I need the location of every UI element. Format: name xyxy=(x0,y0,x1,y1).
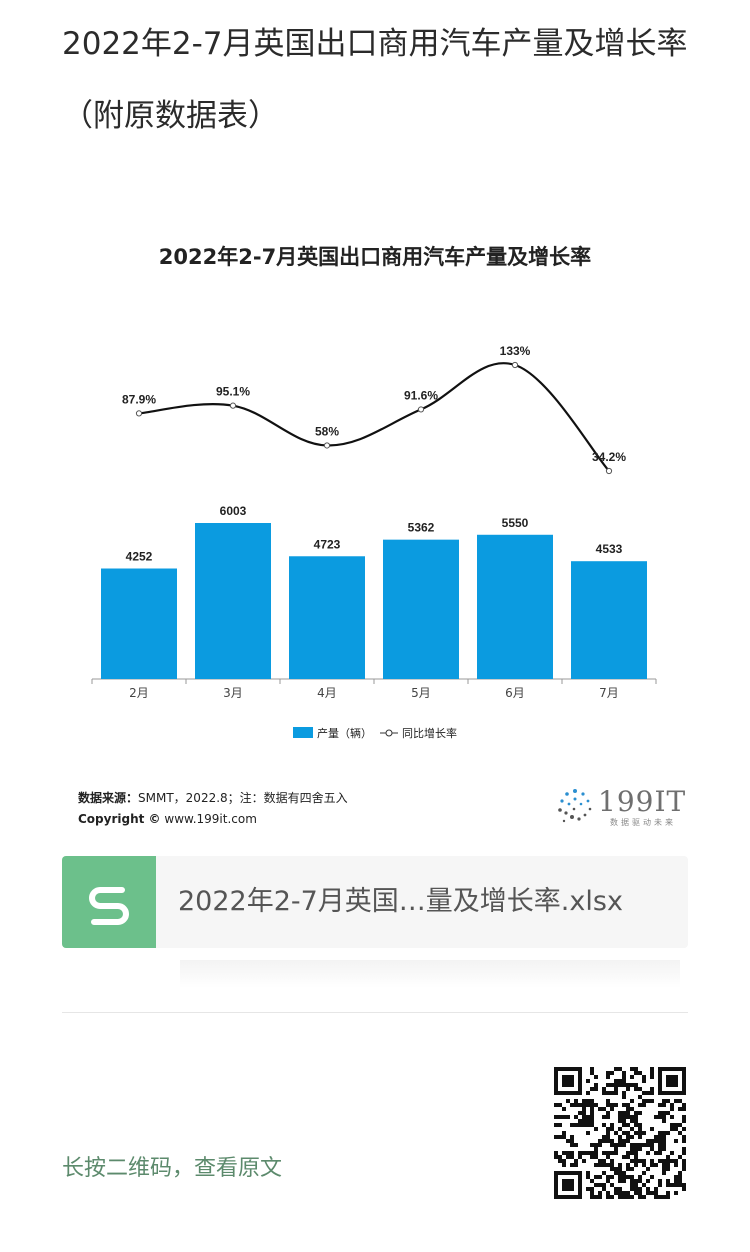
x-tick-label: 7月 xyxy=(599,686,619,700)
line-point xyxy=(323,442,331,449)
x-tick-label: 3月 xyxy=(223,686,243,700)
x-tick-label: 2月 xyxy=(129,686,149,700)
line-point xyxy=(417,406,425,413)
bar xyxy=(195,523,271,679)
line-point xyxy=(511,361,519,369)
legend-label-bar: 产量（辆） xyxy=(317,726,372,740)
source-text: SMMT，2022.8；注：数据有四舍五入 xyxy=(138,791,348,805)
line-value-label: 87.9% xyxy=(122,392,156,406)
bar-value-label: 5362 xyxy=(408,521,435,535)
line-point xyxy=(605,467,613,475)
line-value-label: 133% xyxy=(500,344,531,358)
qr-hint-text: 长按二维码，查看原文 xyxy=(62,1156,283,1181)
bar-value-label: 5550 xyxy=(502,516,529,530)
logo-dots-icon xyxy=(558,789,592,823)
copyright-label: Copyright © xyxy=(78,812,161,826)
combo-chart: 4252 2月 6003 3月 4723 4月 5362 5月 5550 6月 4533 7月 87.9… xyxy=(91,344,657,740)
bar xyxy=(289,556,365,679)
line-value-label: 95.1% xyxy=(216,385,250,399)
legend-label-line: 同比增长率 xyxy=(402,726,457,740)
legend-swatch-point xyxy=(385,729,393,737)
199it-logo: 199IT 数据驱动未来 xyxy=(552,783,685,831)
bar-value-label: 4533 xyxy=(596,542,623,556)
line-point xyxy=(229,402,237,409)
bar xyxy=(101,568,177,679)
attachment-file-name[interactable]: 2022年2-7月英国…量及增长率.xlsx xyxy=(178,886,623,917)
logo-text: 199IT xyxy=(598,785,687,818)
line-value-label: 58% xyxy=(315,424,339,438)
legend-swatch-bar xyxy=(293,727,313,738)
bar xyxy=(571,561,647,679)
bar xyxy=(383,539,459,679)
article-title: 2022年2-7月英国出口商用汽车产量及增长率（附原数据表） xyxy=(62,26,688,134)
line-value-label: 91.6% xyxy=(404,388,438,402)
spreadsheet-icon xyxy=(62,856,156,948)
qr-code-icon[interactable] xyxy=(554,1067,686,1199)
attachment-card[interactable]: 2022年2-7月英国…量及增长率.xlsx xyxy=(62,856,688,948)
line-value-label: 34.2% xyxy=(592,450,626,464)
card-shadow xyxy=(180,960,680,988)
source-note: 数据来源：SMMT，2022.8；注：数据有四舍五入 Copyright © w… xyxy=(78,788,348,830)
growth-rate-line xyxy=(138,362,610,472)
bar xyxy=(477,534,553,679)
x-tick-label: 4月 xyxy=(317,686,337,700)
x-tick-label: 6月 xyxy=(505,686,525,700)
chart-title: 2022年2-7月英国出口商用汽车产量及增长率 xyxy=(158,245,592,269)
bar-value-label: 4252 xyxy=(126,550,153,564)
x-tick-label: 5月 xyxy=(411,686,431,700)
chart-image: 2022年2-7月英国出口商用汽车产量及增长率 4252 2月 6003 3月 4723… xyxy=(62,205,688,845)
bar-value-label: 6003 xyxy=(220,504,247,518)
logo-tagline: 数据驱动未来 xyxy=(610,818,676,827)
source-label: 数据来源： xyxy=(78,791,139,805)
copyright-text: www.199it.com xyxy=(164,812,257,826)
line-point xyxy=(135,410,143,417)
bar-value-label: 4723 xyxy=(314,537,341,551)
divider xyxy=(62,1012,688,1013)
